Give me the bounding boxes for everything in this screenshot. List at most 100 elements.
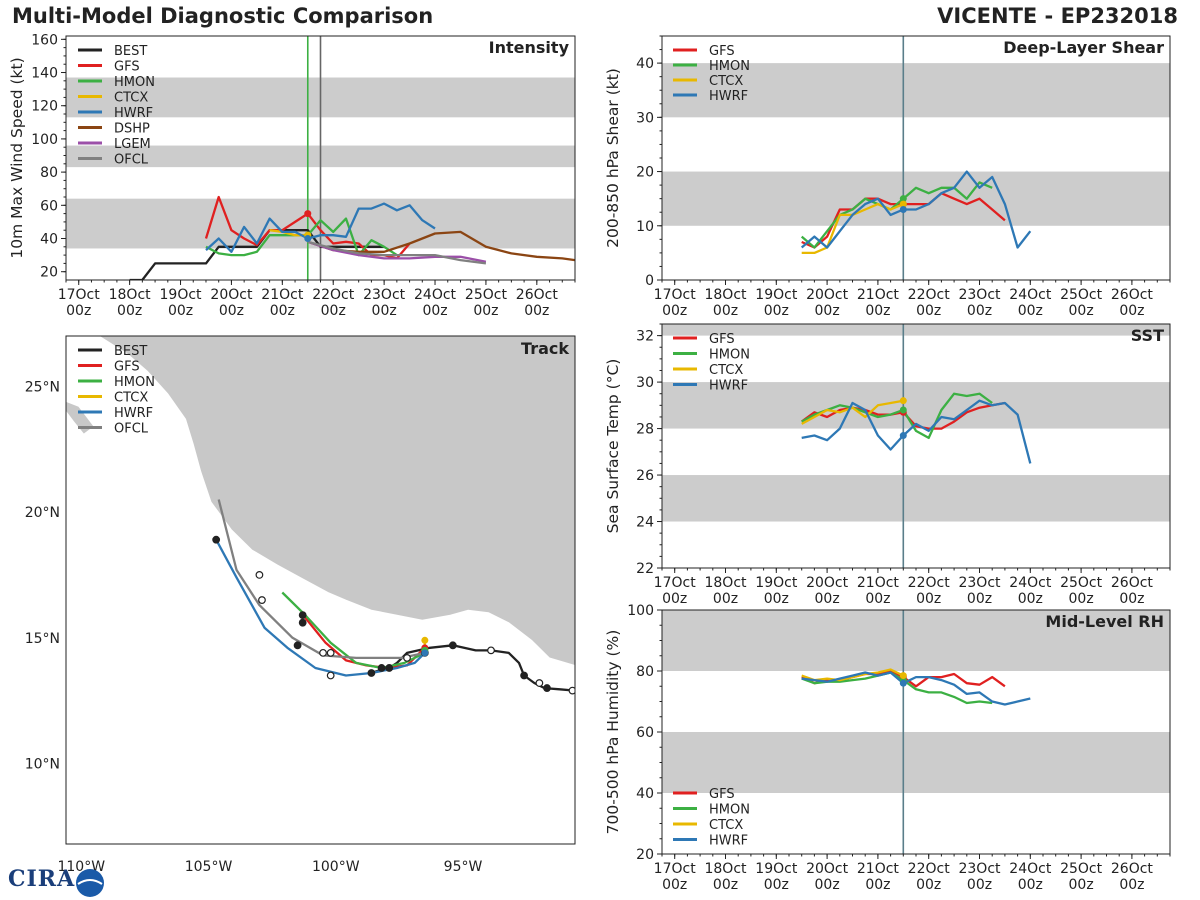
current-position-hwrf [421, 649, 429, 657]
track-ofcl [217, 499, 426, 660]
y-tick-label: 100 [627, 603, 654, 619]
legend-label-ctcx: CTCX [709, 74, 743, 89]
x-tick-label-date: 21Oct [261, 287, 304, 303]
legend-label-hmon: HMON [114, 375, 155, 390]
y-tick-label: 100 [31, 132, 58, 148]
marker-ctcx [899, 397, 907, 405]
best-position-marker [367, 669, 376, 677]
legend-label-hwrf: HWRF [114, 106, 153, 121]
x-tick-label-hour: 00z [662, 591, 687, 607]
best-position-marker [385, 664, 394, 672]
legend-label-hmon: HMON [709, 803, 750, 818]
x-tick-label-hour: 00z [865, 591, 890, 607]
x-tick-label-date: 23Oct [958, 575, 1001, 591]
x-tick-label-hour: 00z [524, 303, 549, 319]
legend-label-hmon: HMON [709, 348, 750, 363]
x-tick-label-date: 22Oct [908, 861, 951, 877]
best-position-marker [258, 596, 266, 604]
legend-label-ofcl: OFCL [114, 422, 149, 437]
band-0 [662, 732, 1170, 793]
x-tick-label-date: 22Oct [908, 287, 951, 303]
x-tick-label-date: 26Oct [1111, 287, 1154, 303]
series-lgem [307, 240, 487, 263]
y-tick-label: 20 [40, 265, 58, 281]
swirl-icon [77, 879, 103, 885]
x-tick-label-hour: 00z [1069, 303, 1094, 319]
series-hwrf [801, 399, 1032, 464]
legend-label-ofcl: OFCL [114, 153, 149, 168]
legend-label-hmon: HMON [114, 75, 155, 90]
x-tick-label-hour: 00z [1069, 877, 1094, 893]
y-axis-label: 700-500 hPa Humidity (%) [604, 630, 622, 835]
legend-label-lgem: LGEM [114, 137, 151, 152]
series-hwrf [800, 170, 1032, 249]
marker-gfs [304, 210, 312, 218]
x-tick-label-hour: 00z [865, 303, 890, 319]
best-position-marker [377, 664, 386, 672]
y-tick-label: 60 [40, 198, 58, 214]
marker-hwrf [899, 679, 907, 687]
y-tick-label: 40 [636, 56, 654, 72]
y-tick-label: 80 [636, 664, 654, 680]
x-tick-label-hour: 00z [66, 303, 91, 319]
best-position-marker [255, 571, 264, 579]
best-position-marker [326, 671, 335, 680]
x-tick-label-date: 21Oct [857, 861, 900, 877]
track-map [66, 336, 575, 844]
y-tick-label: 80 [40, 165, 58, 181]
band-1 [662, 382, 1170, 429]
y-tick-label: 0 [645, 273, 654, 289]
legend-label-hwrf: HWRF [709, 89, 748, 104]
globe-icon [76, 869, 104, 897]
lat-label: 15°N [25, 631, 60, 647]
lon-label: 100°W [312, 859, 360, 875]
legend-label-dshp: DSHP [114, 122, 150, 137]
series-hmon [801, 392, 993, 440]
x-tick-label-hour: 00z [1018, 877, 1043, 893]
x-tick-label-date: 17Oct [654, 575, 697, 591]
band-0 [662, 171, 1170, 226]
x-tick-label-hour: 00z [713, 303, 738, 319]
panel-title: SST [1131, 326, 1164, 345]
x-tick-label-hour: 00z [916, 591, 941, 607]
x-tick-label-hour: 00z [662, 877, 687, 893]
series-group [129, 195, 575, 280]
x-tick-label-hour: 00z [473, 303, 498, 319]
x-tick-label-date: 23Oct [958, 287, 1001, 303]
x-tick-label-date: 22Oct [908, 575, 951, 591]
x-tick-label-date: 25Oct [1060, 861, 1103, 877]
marker-hmon [899, 195, 907, 203]
marker-ctcx [899, 200, 907, 208]
x-tick-label-date: 18Oct [704, 287, 747, 303]
x-tick-label-hour: 00z [764, 303, 789, 319]
x-tick-label-date: 22Oct [312, 287, 355, 303]
panel-title: Intensity [489, 38, 570, 57]
series-hmon [800, 181, 993, 249]
best-position-marker [319, 648, 327, 657]
storm-id: VICENTE - EP232018 [937, 4, 1178, 28]
figure-title: Multi-Model Diagnostic Comparison [12, 4, 434, 28]
x-tick-label-hour: 00z [764, 877, 789, 893]
band-1 [662, 63, 1170, 118]
x-tick-label-date: 21Oct [857, 575, 900, 591]
x-tick-label-date: 25Oct [465, 287, 508, 303]
legend-label-ctcx: CTCX [709, 818, 743, 833]
x-tick-label-hour: 00z [865, 877, 890, 893]
legend-label-hwrf: HWRF [709, 379, 748, 394]
x-tick-label-date: 17Oct [654, 861, 697, 877]
x-tick-label-hour: 00z [815, 877, 840, 893]
x-tick-label-date: 18Oct [704, 861, 747, 877]
y-tick-label: 26 [636, 468, 654, 484]
lon-label: 105°W [185, 859, 233, 875]
y-tick-label: 20 [636, 165, 654, 181]
legend-label-best: BEST [114, 344, 147, 359]
best-position-marker [543, 684, 551, 692]
legend-label-gfs: GFS [709, 787, 735, 802]
x-tick-label-date: 18Oct [704, 575, 747, 591]
panel-title: Deep-Layer Shear [1003, 38, 1164, 57]
y-tick-label: 22 [636, 561, 654, 577]
x-tick-label-date: 20Oct [806, 575, 849, 591]
y-axis-label: 200-850 hPa Shear (kt) [604, 68, 622, 248]
marker-hwrf [304, 235, 312, 243]
